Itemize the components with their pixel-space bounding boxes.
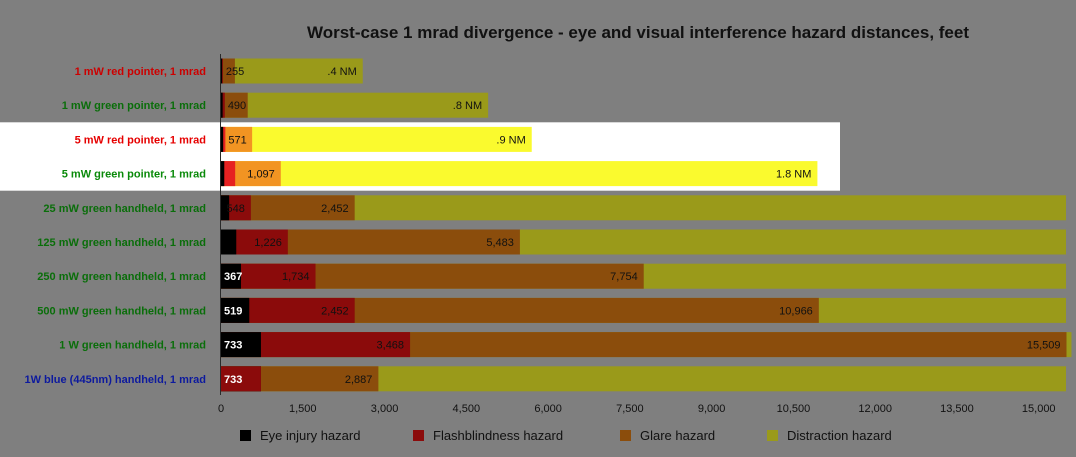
- x-tick-label: 1,500: [289, 403, 317, 415]
- legend: Eye injury hazard Flashblindness hazard Gl…: [240, 428, 892, 443]
- bar-segment: [221, 92, 489, 118]
- bar-segment: [221, 92, 225, 118]
- segment-label: 1,226: [254, 237, 282, 249]
- category-label: 5 mW green pointer, 1 mrad: [62, 169, 206, 181]
- category-label: 25 mW green handheld, 1 mrad: [43, 203, 206, 215]
- segment-label: 10,966: [779, 305, 813, 317]
- x-tick-label: 6,000: [534, 403, 562, 415]
- bar-segment: [221, 126, 532, 152]
- segment-label: 733: [224, 340, 242, 352]
- chart-title: Worst-case 1 mrad divergence - eye and v…: [307, 23, 969, 42]
- segment-label: 2,887: [345, 374, 373, 386]
- segment-label: 5,483: [486, 237, 514, 249]
- legend-swatch: [413, 430, 424, 441]
- bar-segment: [221, 58, 223, 84]
- segment-label: 1,734: [282, 271, 310, 283]
- bar-segment: [221, 263, 242, 289]
- segment-label: 548: [227, 203, 245, 215]
- legend-swatch: [767, 430, 778, 441]
- x-axis-ticks: 0 1,500 3,000 4,500 6,000 7,500 9,000 10,500 12,…: [218, 403, 1056, 415]
- segment-label: 733: [224, 374, 242, 386]
- bar-segment: [221, 92, 223, 118]
- category-label: 1 mW green pointer, 1 mrad: [62, 100, 206, 112]
- bar-segment: [221, 195, 230, 221]
- segment-label: 3,468: [377, 340, 405, 352]
- legend-label: Eye injury hazard: [260, 428, 360, 443]
- bar-segment: [221, 126, 253, 152]
- segment-label: 2,452: [321, 203, 349, 215]
- bar-segment: [221, 161, 236, 187]
- x-tick-label: 15,000: [1022, 403, 1056, 415]
- bar-segment: [221, 58, 363, 84]
- segment-label: 490: [228, 100, 246, 112]
- category-label: 125 mW green handheld, 1 mrad: [37, 237, 206, 249]
- segment-label: .8 NM: [453, 100, 482, 112]
- category-label: 1 W green handheld, 1 mrad: [59, 340, 206, 352]
- x-tick-label: 0: [218, 403, 224, 415]
- legend-label: Flashblindness hazard: [433, 428, 563, 443]
- segment-label: 1.8 NM: [776, 169, 811, 181]
- segment-label: 519: [224, 305, 242, 317]
- legend-label: Distraction hazard: [787, 428, 892, 443]
- bar-segment: [221, 195, 1066, 221]
- bar-segment: [221, 229, 237, 255]
- bar-segment: [221, 92, 248, 118]
- segment-label: 255: [226, 66, 244, 78]
- bar-segment: [221, 161, 225, 187]
- category-label: 250 mW green handheld, 1 mrad: [37, 271, 206, 283]
- bar-segment: [221, 366, 261, 392]
- bar-segment: [221, 58, 235, 84]
- x-tick-label: 7,500: [616, 403, 644, 415]
- category-label: 1W blue (445nm) handheld, 1 mrad: [24, 374, 206, 386]
- bar-segment: [221, 126, 224, 152]
- segment-label: .4 NM: [327, 66, 356, 78]
- segment-label: 571: [228, 134, 246, 146]
- legend-swatch: [620, 430, 631, 441]
- category-labels: 1 mW red pointer, 1 mrad 1 mW green point…: [24, 66, 206, 386]
- segment-label: 7,754: [610, 271, 638, 283]
- x-tick-label: 3,000: [371, 403, 399, 415]
- x-tick-label: 9,000: [698, 403, 726, 415]
- bars: 255 .4 NM 490 .8 NM 571 .9 NM 1,097 1.8 NM 548 2,…: [221, 58, 1072, 392]
- x-tick-label: 4,500: [453, 403, 481, 415]
- legend-item: Eye injury hazard: [240, 428, 360, 443]
- x-tick-label: 10,500: [777, 403, 811, 415]
- category-label: 500 mW green handheld, 1 mrad: [37, 305, 206, 317]
- legend-item: Flashblindness hazard: [413, 428, 563, 443]
- segment-label: 1,097: [247, 169, 275, 181]
- segment-label: 367: [224, 271, 242, 283]
- segment-label: 15,509: [1027, 340, 1061, 352]
- segment-label: .9 NM: [496, 134, 525, 146]
- x-tick-label: 12,000: [858, 403, 892, 415]
- legend-label: Glare hazard: [640, 428, 715, 443]
- category-label: 5 mW red pointer, 1 mrad: [75, 134, 206, 146]
- segment-label: 2,452: [321, 305, 349, 317]
- x-tick-label: 13,500: [940, 403, 974, 415]
- legend-swatch: [240, 430, 251, 441]
- bar-segment: [221, 297, 250, 323]
- legend-item: Glare hazard: [620, 428, 715, 443]
- category-label: 1 mW red pointer, 1 mrad: [75, 66, 206, 78]
- legend-item: Distraction hazard: [767, 428, 892, 443]
- bar-segment: [221, 332, 261, 358]
- bar-segment: [221, 161, 818, 187]
